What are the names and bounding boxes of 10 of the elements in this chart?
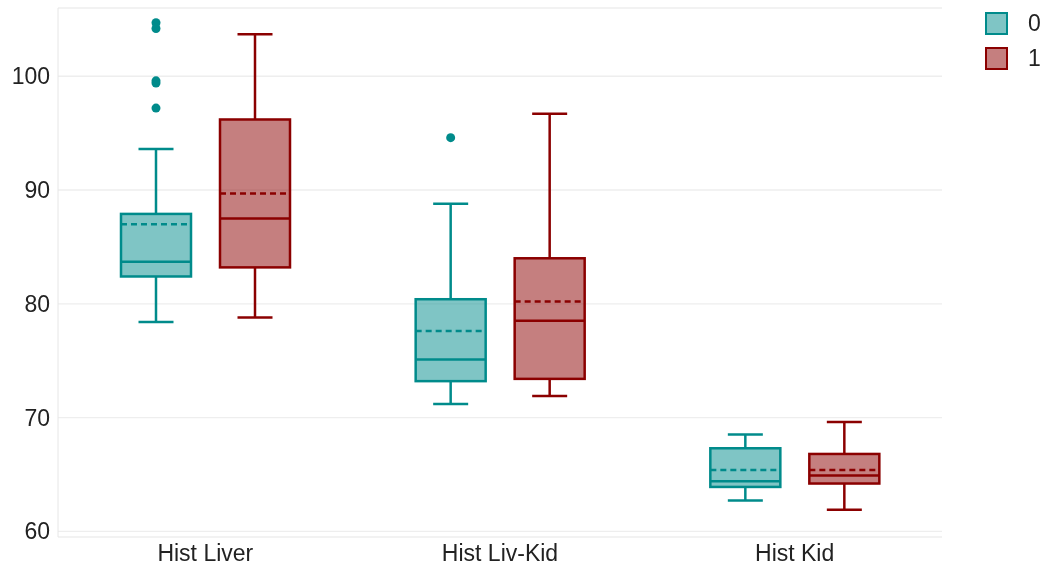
legend-label: 1 <box>1028 45 1041 72</box>
y-tick-label: 70 <box>24 404 50 431</box>
y-tick-label: 80 <box>24 290 50 317</box>
legend-label: 0 <box>1028 10 1041 37</box>
x-tick-label: Hist Liver <box>157 540 254 567</box>
x-tick-label: Hist Liv-Kid <box>441 540 559 567</box>
y-tick-label: 100 <box>11 63 50 90</box>
x-tick-label: Hist Kid <box>755 540 835 567</box>
y-tick-label: 90 <box>24 177 50 204</box>
y-tick-label: 60 <box>24 518 50 545</box>
